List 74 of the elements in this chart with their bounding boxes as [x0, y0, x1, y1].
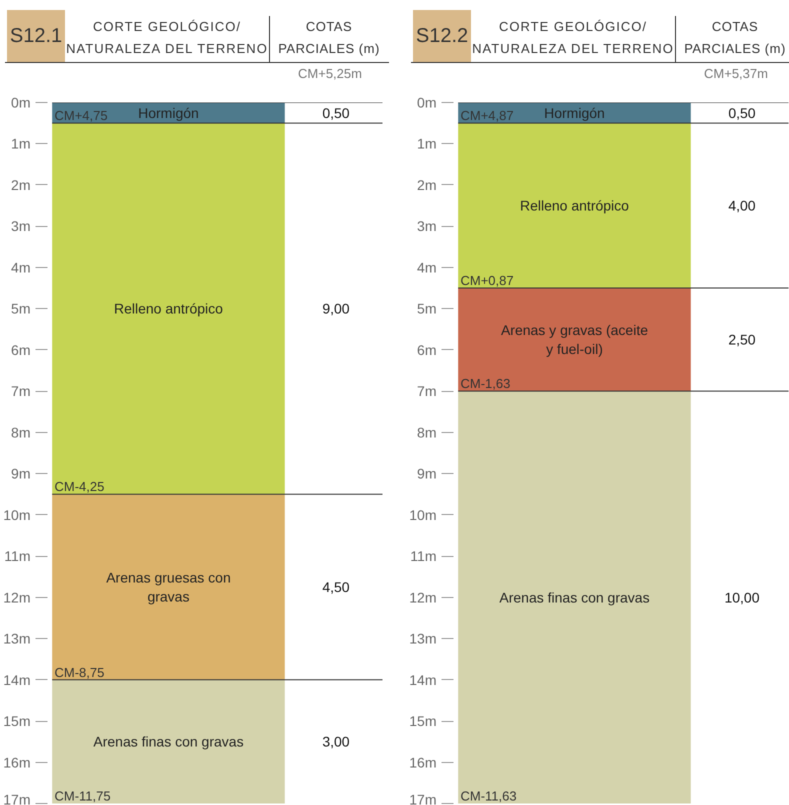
bar [458, 123, 691, 288]
text: COTAS PARCIALES (m) [683, 18, 787, 58]
y-tick-label: 4m [11, 259, 31, 276]
y-tick-label: 15m [409, 713, 436, 730]
text: 4,50 [322, 579, 350, 596]
bar [52, 680, 285, 804]
annotation: CM-11,63 [460, 788, 517, 804]
bar [52, 123, 285, 494]
text: CM+5,25m [297, 65, 363, 83]
y-tick-label: 7m [417, 383, 437, 400]
y-tick-label: 16m [409, 754, 436, 770]
y-tick-label: 9m [417, 466, 437, 482]
text: 10,00 [724, 589, 760, 606]
y-tick-label: 2m [417, 176, 437, 193]
y-tick-label: 5m [417, 300, 437, 317]
y-tick-label: 6m [417, 342, 437, 358]
series-label: Arenas gruesas con gravas [106, 569, 231, 605]
y-tick-label: 11m [4, 548, 31, 564]
annotation: CM+0,87 [460, 273, 514, 288]
y-tick-label: 14m [409, 672, 436, 688]
series-label: Arenas y gravas (aceite y fuel-oil) [500, 322, 648, 358]
series-label: Hormigón [544, 104, 605, 121]
annotation: CM-1,63 [460, 376, 510, 392]
annotation: CM-11,75 [54, 788, 111, 804]
chart-title: S12.2 [413, 10, 471, 62]
y-tick-label: 1m [11, 136, 31, 152]
y-tick-label: 13m [409, 630, 436, 647]
annotation: CM+4,75 [54, 108, 108, 124]
series-label: Arenas finas con gravas [93, 734, 244, 750]
y-tick-label: 0m [417, 94, 437, 110]
text: COTAS PARCIALES (m) [277, 18, 381, 58]
annotation: CM-4,25 [54, 479, 104, 494]
y-tick-label: 17m [409, 792, 436, 805]
y-tick-label: 12m [3, 589, 30, 606]
chart-title: S12.1 [7, 10, 65, 62]
text: 0,50 [728, 104, 756, 121]
y-tick-label: 9m [11, 466, 31, 482]
y-tick-label: 17m [3, 792, 30, 805]
text: 3,00 [322, 734, 350, 750]
text: CORTE GEOLÓGICO/ NATURALEZA DEL TERRENO [471, 16, 676, 62]
annotation: CM+4,87 [460, 108, 514, 124]
series-label: Hormigón [138, 104, 199, 121]
y-tick-label: 7m [11, 383, 31, 400]
y-tick-label: 3m [11, 218, 31, 234]
bar [458, 391, 691, 804]
y-tick-label: 8m [417, 424, 437, 440]
y-tick-label: 10m [3, 506, 30, 523]
series-label: Relleno antrópico [520, 198, 630, 214]
y-tick-label: 3m [417, 218, 437, 234]
y-tick-label: 4m [417, 259, 437, 276]
y-tick-label: 13m [3, 630, 30, 647]
y-tick-label: 0m [11, 94, 31, 110]
y-tick-label: 6m [11, 342, 31, 358]
y-tick-label: 8m [11, 424, 31, 440]
text: 2,50 [728, 332, 756, 348]
bar [52, 494, 285, 680]
y-tick-label: 1m [417, 136, 437, 152]
y-tick-label: 12m [409, 589, 436, 606]
text: CM+5,37m [703, 65, 769, 83]
y-tick-label: 15m [3, 713, 30, 730]
annotation: CM-8,75 [54, 664, 104, 680]
bar [458, 288, 691, 392]
y-tick-label: 11m [410, 548, 437, 564]
text: CORTE GEOLÓGICO/ NATURALEZA DEL TERRENO [65, 16, 270, 62]
text: 9,00 [322, 300, 350, 317]
text: 0,50 [322, 104, 350, 121]
text: 4,00 [728, 198, 756, 214]
y-tick-label: 2m [11, 176, 31, 193]
y-tick-label: 5m [11, 300, 31, 317]
series-label: Arenas finas con gravas [499, 589, 650, 606]
series-label: Relleno antrópico [114, 300, 224, 317]
y-tick-label: 14m [3, 672, 30, 688]
y-tick-label: 16m [3, 754, 30, 770]
y-tick-label: 10m [409, 506, 436, 523]
